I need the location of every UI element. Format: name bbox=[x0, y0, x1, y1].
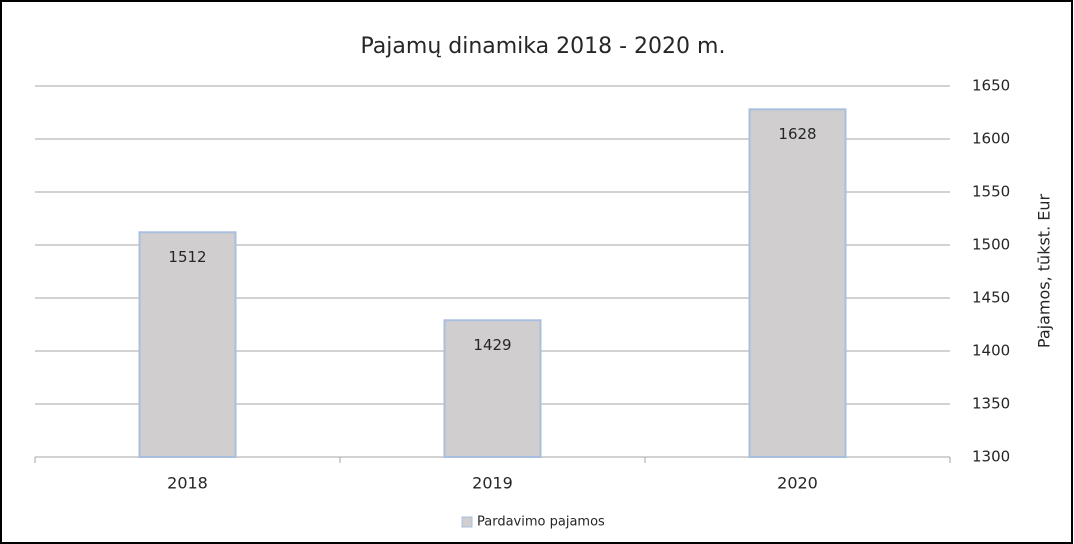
bar bbox=[443, 319, 542, 459]
y-tick-label: 1350 bbox=[972, 395, 1010, 413]
y-axis-label: Pajamos, tūkst. Eur bbox=[1035, 194, 1054, 349]
bar bbox=[138, 231, 237, 458]
legend-label: Pardavimo pajamos bbox=[477, 515, 605, 530]
x-tick-label: 2020 bbox=[777, 474, 818, 493]
y-tick-label: 1600 bbox=[972, 130, 1010, 148]
data-label: 1512 bbox=[168, 248, 206, 266]
y-tick-label: 1400 bbox=[972, 342, 1010, 360]
y-tick-label: 1650 bbox=[972, 77, 1010, 95]
x-tick-label: 2019 bbox=[472, 474, 513, 493]
legend-swatch bbox=[461, 516, 473, 528]
data-label: 1429 bbox=[473, 336, 511, 354]
x-tick-label: 2018 bbox=[167, 474, 208, 493]
chart-title: Pajamų dinamika 2018 - 2020 m. bbox=[361, 34, 726, 59]
y-tick-label: 1300 bbox=[972, 448, 1010, 466]
y-tick-label: 1450 bbox=[972, 289, 1010, 307]
y-tick-label: 1550 bbox=[972, 183, 1010, 201]
y-tick-label: 1500 bbox=[972, 236, 1010, 254]
data-label: 1628 bbox=[778, 125, 816, 143]
bar bbox=[748, 108, 847, 458]
